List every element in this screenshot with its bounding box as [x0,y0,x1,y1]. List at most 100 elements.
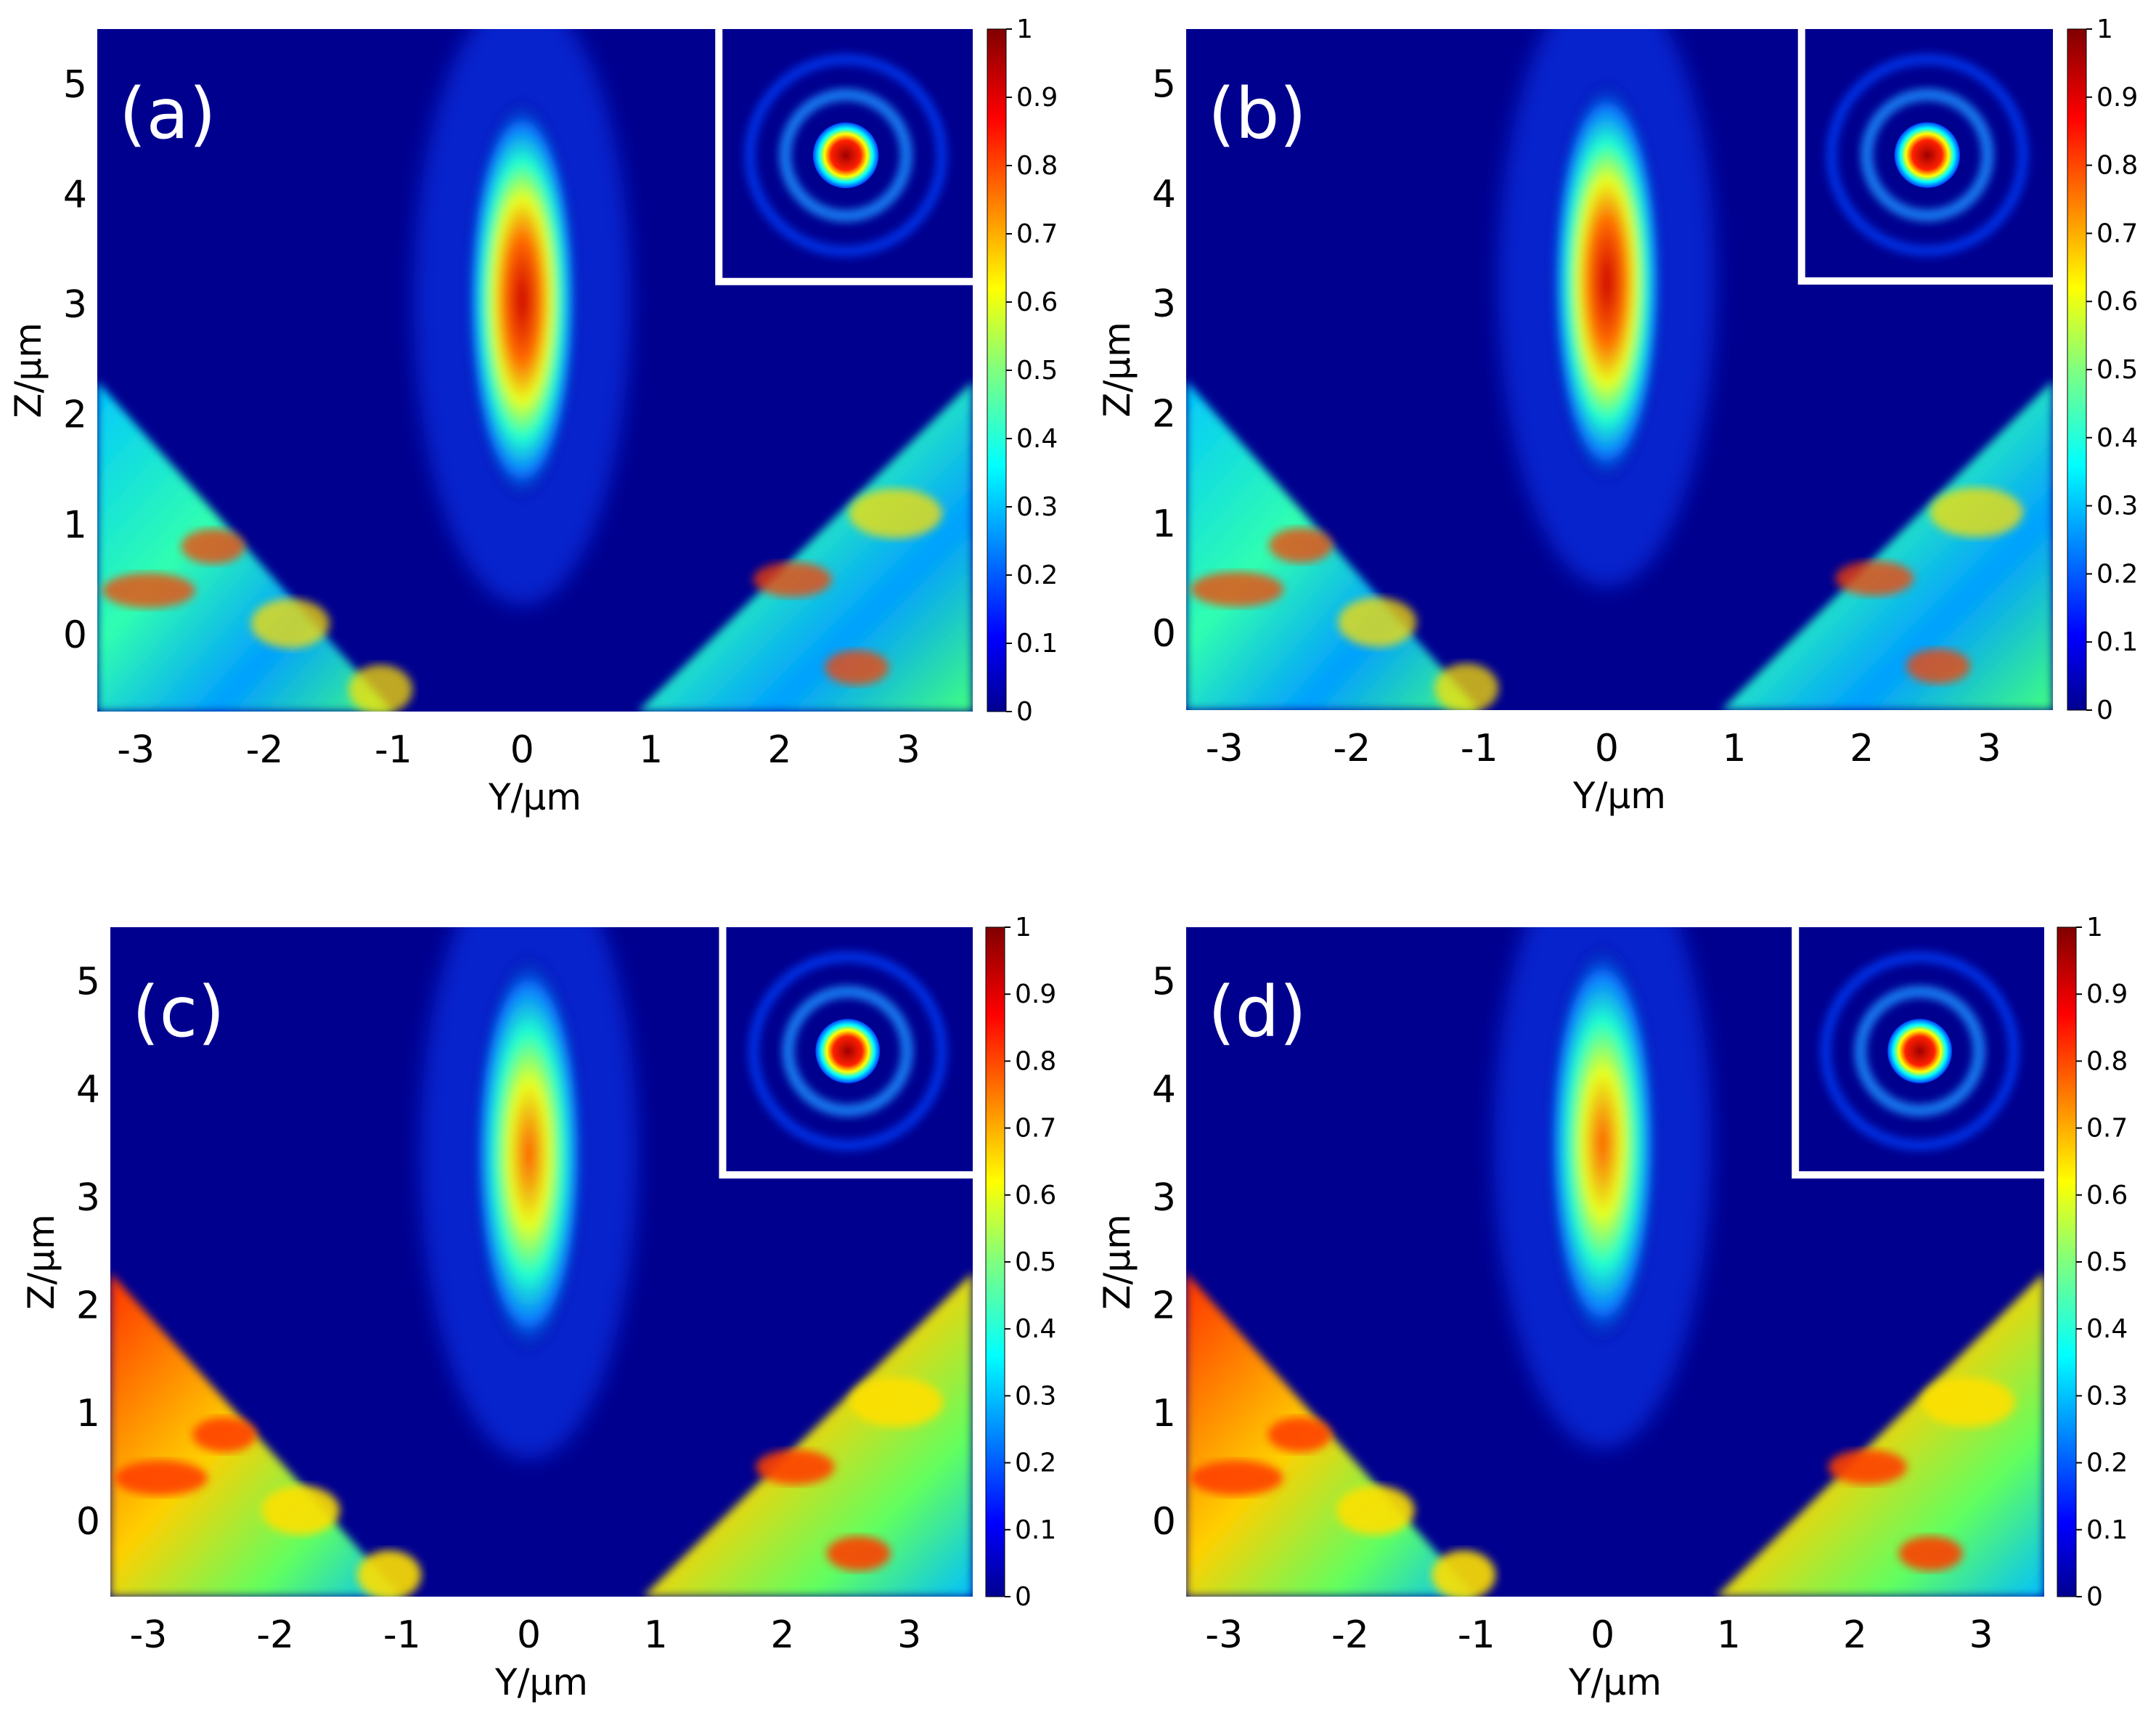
y-tick-label: 3 [76,1176,100,1220]
x-tick-label: 0 [510,728,534,772]
substrate-hotspot [1336,1486,1415,1536]
colorbar-tick-label: 0.2 [1015,1449,1056,1478]
x-tick-label: -2 [1333,727,1371,770]
inset-focal-spot [815,1019,881,1083]
x-tick-label: 3 [1977,727,2001,770]
colorbar-tick-label: 0.3 [1016,492,1058,522]
panel-c: (c) -3 -2 -1 0 1 2 3 0 1 2 3 4 5 Y/μm Z/μm 0 0.1 0.2 0.3 0.4… [20,913,1056,1703]
x-tick-label: -2 [256,1613,294,1657]
colorbar-tick-label: 0.9 [2086,979,2128,1009]
y-tick-label: 3 [1152,1176,1176,1220]
substrate-hotspot [850,1377,944,1427]
colorbar-tick-label: 1 [1016,15,1033,44]
colorbar [2057,926,2077,1597]
colorbar-tick-label: 0.3 [2096,492,2138,521]
panel-b: (b) -3 -2 -1 0 1 2 3 0 1 2 3 4 5 Y/μm Z/μm 0 0.1 0.2 0.3 0.4… [1096,15,2138,817]
x-tick-label: 2 [1850,727,1874,770]
inset-frame [1792,927,2044,1179]
x-tick-label: -2 [1331,1613,1369,1657]
colorbar-tick-label: 0 [2086,1582,2103,1612]
substrate-hotspot [251,598,330,648]
colorbar-tick-label: 0.8 [2086,1046,2128,1076]
x-tick-label: 0 [1595,727,1619,770]
substrate-hotspot [1190,1460,1283,1496]
substrate-hotspot [756,1449,835,1485]
x-tick-label: 2 [767,728,791,772]
y-tick-label: 0 [1152,612,1176,656]
x-tick-label: 1 [644,1613,668,1657]
colorbar-tick-label: 0.1 [2096,627,2138,657]
x-tick-label: 1 [1722,727,1746,770]
y-tick-label: 1 [63,503,87,547]
focal-spot [465,97,579,504]
substrate-hotspot [114,1460,208,1496]
panel-a: (a) -3 -2 -1 0 1 2 3 0 1 2 3 4 5 Y/μm Z/μm 0 0.1 0.2 0.3 0.4… [7,15,1058,818]
field-map [97,29,973,712]
substrate-hotspot [1267,1417,1332,1452]
x-tick-label: -1 [383,1613,421,1657]
substrate-hotspot [1191,571,1284,607]
colorbar-tick-label: 0.9 [1015,979,1056,1009]
colorbar-tick-label: 1 [2086,913,2103,942]
substrate-right [1716,1272,2044,1597]
colorbar-tick-label: 0.9 [2096,83,2138,113]
x-tick-label: -1 [1461,727,1498,770]
x-tick-label: -3 [1205,1613,1243,1657]
colorbar-tick-label: 0.4 [2096,423,2138,453]
y-tick-label: 2 [63,394,87,437]
colorbar-tick-label: 0.8 [2096,151,2138,181]
colorbar-tick-label: 0.2 [2096,559,2138,589]
x-tick-label: -1 [375,728,412,772]
substrate-hotspot [1434,663,1499,710]
inset-ring-inner [782,985,913,1117]
substrate-right [642,1272,973,1597]
x-axis-label: Y/μm [494,1661,588,1703]
y-tick-label: 0 [76,1500,100,1544]
substrate-hotspot [1338,597,1417,647]
y-tick-label: 2 [1152,1284,1176,1327]
y-tick-label: 5 [76,960,100,1003]
focal-spot [1550,78,1664,485]
colorbar-tick-label: 0.8 [1016,151,1058,181]
inset-focal-spot [1894,122,1960,188]
y-tick-label: 1 [1152,502,1176,546]
y-tick-label: 1 [76,1392,100,1435]
colorbar-tick-label: 0 [1016,697,1033,727]
x-tick-label: 2 [1843,1613,1867,1657]
panel-label: (b) [1208,73,1307,155]
x-tick-label: -2 [246,728,284,772]
colorbar-tick-label: 0.6 [2096,287,2138,317]
y-tick-label: 5 [63,63,87,107]
colorbar-tick-label: 0.3 [2086,1381,2128,1411]
colorbar-tick-label: 0.5 [1015,1247,1056,1277]
y-tick-label: 1 [1152,1392,1176,1435]
y-tick-label: 5 [1152,960,1176,1003]
y-axis-label: Z/μm [1096,1214,1138,1310]
colorbar-tick-label: 0.8 [1015,1046,1056,1076]
y-tick-label: 0 [63,614,87,657]
colorbar-tick-label: 0.4 [1016,424,1058,454]
colorbar-tick-label: 1 [1015,913,1032,942]
x-tick-label: -3 [129,1613,167,1657]
y-tick-label: 3 [1152,282,1176,326]
x-tick-label: 3 [1969,1613,1993,1657]
x-tick-label: -3 [1206,727,1244,770]
y-axis-label: Z/μm [7,322,49,418]
colorbar-tick-label: 0.1 [2086,1515,2128,1545]
colorbar-tick-label: 0.7 [2096,219,2138,248]
inset-frame [715,29,973,285]
substrate-hotspot [181,529,245,564]
substrate-hotspot [826,1536,891,1571]
x-tick-label: 1 [1717,1613,1741,1657]
x-tick-label: 0 [517,1613,541,1657]
inset-frame [719,927,973,1179]
substrate-hotspot [1930,487,2023,537]
x-tick-label: 2 [770,1613,794,1657]
substrate-hotspot [102,573,195,608]
y-tick-label: 4 [1152,173,1176,216]
colorbar-tick-label: 0 [1015,1582,1032,1612]
substrate-hotspot [1835,561,1914,596]
y-axis-label: Z/μm [1096,322,1138,417]
colorbar-tick-label: 0.1 [1016,629,1058,659]
